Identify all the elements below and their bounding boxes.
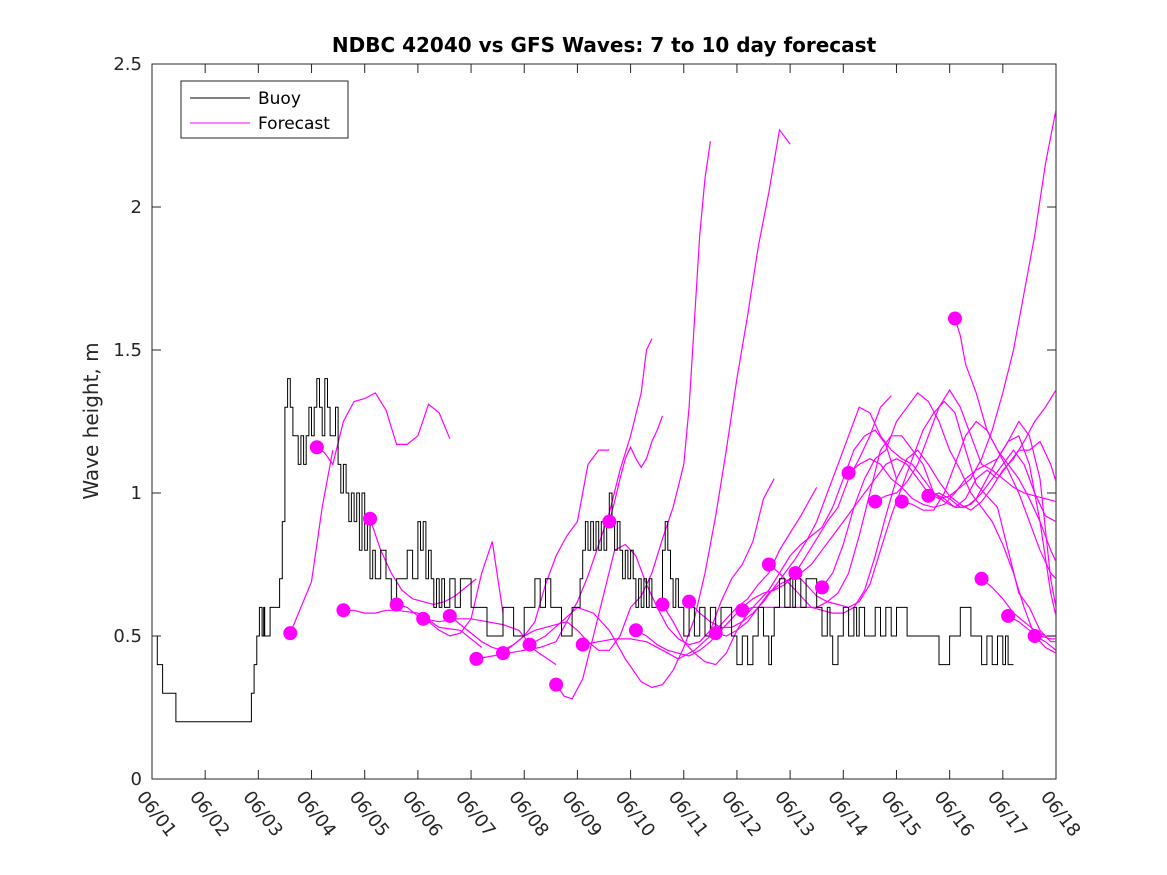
- forecast-marker: [442, 608, 457, 623]
- forecast-line-3: [343, 609, 483, 648]
- forecast-marker: [894, 494, 909, 509]
- x-tick-label: 06/12: [717, 787, 765, 841]
- forecast-line-23: [874, 388, 1056, 503]
- forecast-marker: [761, 557, 776, 572]
- x-tick-label: 06/06: [398, 787, 446, 841]
- forecast-line-8: [476, 338, 653, 660]
- forecast-marker: [947, 311, 962, 326]
- forecast-marker: [655, 597, 670, 612]
- forecast-line-26: [954, 318, 1056, 580]
- forecast-marker: [682, 594, 697, 609]
- forecast-line-22: [848, 420, 1056, 608]
- chart-title: NDBC 42040 vs GFS Waves: 7 to 10 day for…: [332, 33, 877, 57]
- forecast-marker: [549, 677, 564, 692]
- plot-area: [151, 63, 1057, 780]
- forecast-marker: [602, 514, 617, 529]
- x-tick-label: 06/07: [451, 787, 499, 841]
- forecast-line-5: [396, 541, 504, 637]
- forecast-marker: [309, 440, 324, 455]
- y-tick-label: 0: [131, 769, 142, 790]
- forecast-marker: [708, 626, 723, 641]
- forecast-marker: [1027, 629, 1042, 643]
- x-tick-label: 06/16: [930, 787, 978, 841]
- forecast-marker: [735, 603, 750, 618]
- y-tick-label: 1: [131, 483, 142, 504]
- forecast-marker: [974, 571, 989, 586]
- y-axis: 0 0.5 1 1.5 2 2.5: [113, 54, 1056, 790]
- x-tick-label: 06/15: [877, 787, 925, 841]
- forecast-marker: [283, 626, 298, 641]
- x-tick-label: 06/10: [611, 787, 659, 841]
- forecast-marker: [628, 623, 643, 638]
- legend-label-buoy: Buoy: [258, 89, 301, 109]
- forecast-line-2: [316, 392, 451, 466]
- legend-box: [180, 80, 349, 139]
- forecast-marker: [815, 580, 830, 595]
- plot-frame: [151, 63, 1057, 780]
- x-tick-label: 06/04: [292, 787, 340, 841]
- y-tick-label: 0.5: [113, 626, 142, 647]
- x-tick-label: 06/14: [823, 787, 871, 841]
- forecast-marker: [469, 651, 484, 666]
- x-tick-label: 06/05: [345, 787, 393, 841]
- x-tick-label: 06/17: [983, 787, 1031, 841]
- y-tick-label: 2: [131, 197, 142, 218]
- y-tick-label: 2.5: [113, 54, 142, 75]
- x-tick-label: 06/02: [185, 787, 233, 841]
- series-group: [156, 109, 1056, 723]
- x-tick-label: 06/03: [238, 787, 286, 841]
- forecast-marker: [921, 488, 936, 503]
- forecast-marker: [389, 597, 404, 612]
- forecast-line-4: [369, 518, 477, 606]
- buoy-line: [156, 378, 1014, 723]
- forecast-line-24: [901, 420, 1056, 562]
- forecast-marker: [336, 603, 351, 618]
- legend-label-forecast: Forecast: [258, 114, 330, 134]
- forecast-marker: [841, 465, 856, 480]
- x-tick-label: 06/13: [770, 787, 818, 841]
- forecast-line-1: [289, 449, 334, 634]
- x-tick-label: 06/08: [504, 787, 552, 841]
- y-tick-label: 1.5: [113, 340, 142, 361]
- forecast-line-17: [715, 109, 1056, 637]
- legend: Buoy Forecast: [180, 80, 349, 139]
- forecast-marker: [788, 566, 803, 581]
- forecast-marker: [868, 494, 883, 509]
- x-tick-label: 06/01: [132, 787, 180, 841]
- forecast-marker: [1001, 608, 1016, 623]
- x-tick-label: 06/09: [557, 787, 605, 841]
- forecast-line-7: [449, 449, 610, 651]
- forecast-line-13: [608, 415, 664, 522]
- forecast-line-21: [821, 392, 1056, 654]
- forecast-marker: [522, 637, 537, 652]
- forecast-marker: [575, 637, 590, 652]
- x-tick-label: 06/11: [664, 787, 712, 841]
- forecast-marker: [495, 646, 510, 661]
- y-axis-label: Wave height, m: [79, 342, 103, 499]
- forecast-line-11: [555, 478, 775, 700]
- forecast-line-27: [981, 578, 1056, 637]
- forecast-marker: [416, 611, 431, 626]
- forecast-line-25: [928, 449, 1056, 523]
- x-tick-label: 06/18: [1036, 787, 1084, 841]
- forecast-marker: [363, 511, 378, 526]
- forecast-line-9: [502, 141, 711, 654]
